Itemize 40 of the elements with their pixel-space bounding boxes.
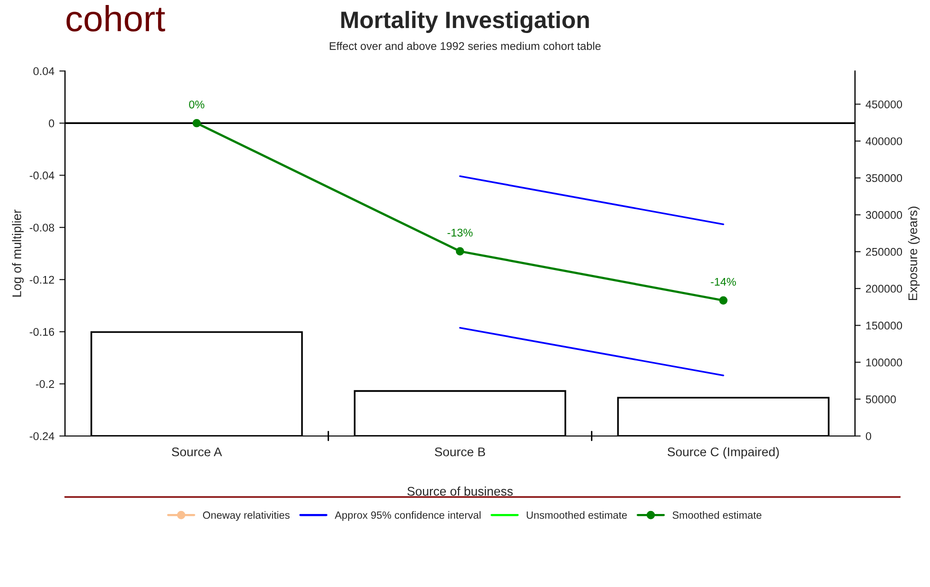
y2-axis-title: Exposure (years) [908, 206, 920, 300]
y-tick-label: -0.04 [30, 172, 54, 180]
chart-title: Mortality Investigation [341, 10, 589, 34]
y2-tick-label: 350000 [866, 174, 902, 182]
y-tick-label: 0.04 [33, 67, 54, 76]
legend-label: Smoothed estimate [672, 511, 762, 519]
annotation: -13% [448, 228, 473, 237]
legend-label: Approx 95% confidence interval [334, 511, 481, 521]
chart-subtitle: Effect over and above 1992 series medium cohort table [330, 42, 601, 50]
point [456, 247, 464, 256]
legend-label: Unsmoothed estimate [526, 511, 627, 519]
y-tick-label: -0.16 [30, 328, 54, 336]
y-tick-label: -0.2 [36, 380, 54, 388]
x-tick-label: Source A [172, 447, 222, 456]
y-tick-label: -0.24 [30, 432, 54, 440]
text: cohort [66, 5, 166, 32]
point [719, 296, 728, 305]
annotation: 0% [189, 100, 204, 108]
y2-tick-label: 400000 [866, 137, 902, 146]
y-tick-label: -0.08 [30, 224, 54, 232]
y-axis-title: Log of multiplier [12, 210, 24, 297]
x-tick-label: Source C (Impaired) [668, 447, 779, 459]
y2-tick-label: 0 [866, 432, 872, 440]
y2-tick-label: 150000 [866, 322, 902, 330]
y2-tick-label: 200000 [866, 284, 902, 293]
x-tick-label: Source B [434, 447, 486, 456]
y2-tick-label: 100000 [866, 358, 902, 366]
x-axis-title: Source of business [407, 486, 513, 496]
y-tick-label: 0 [48, 119, 54, 128]
point [192, 118, 201, 128]
bar [617, 396, 830, 436]
legend-label: Oneway relativities [203, 511, 290, 521]
y2-tick-label: 250000 [866, 248, 902, 256]
y2-tick-label: 50000 [866, 395, 896, 404]
bar [90, 331, 303, 436]
bar [354, 390, 566, 436]
y-tick-label: -0.12 [30, 276, 54, 284]
y2-tick-label: 300000 [866, 211, 902, 219]
annotation: -14% [710, 278, 736, 286]
y2-tick-label: 450000 [866, 100, 902, 108]
